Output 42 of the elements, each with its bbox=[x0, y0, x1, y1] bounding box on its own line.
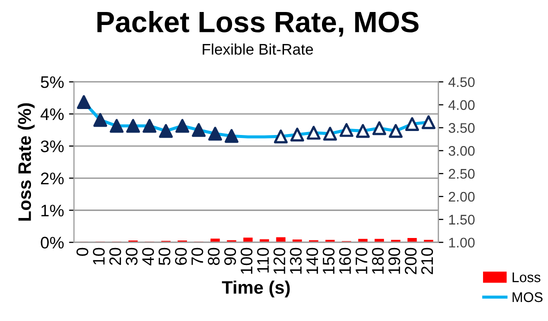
x-tick-label: 120 bbox=[273, 248, 286, 274]
y-tick-label: 2% bbox=[41, 172, 64, 184]
y-tick-label: 1% bbox=[41, 204, 64, 216]
x-tick-label: 20 bbox=[109, 248, 122, 265]
y2-tick-label: 2.00 bbox=[448, 192, 475, 202]
y-axis-title: Loss Rate (%) bbox=[18, 103, 35, 221]
y2-tick-label: 3.50 bbox=[448, 123, 475, 133]
x-tick-label: 40 bbox=[142, 248, 154, 266]
x-tick-label: 200 bbox=[404, 248, 417, 274]
x-tick-label: 110 bbox=[257, 248, 269, 273]
x-tick-label: 140 bbox=[306, 248, 318, 274]
x-tick-label: 50 bbox=[158, 248, 170, 266]
x-tick-label: 210 bbox=[421, 248, 434, 274]
x-tick-label: 80 bbox=[208, 248, 220, 266]
x-tick-label: 150 bbox=[322, 248, 335, 274]
y-tick-label: 0% bbox=[40, 236, 64, 249]
x-tick-label: 100 bbox=[240, 248, 252, 274]
chart-title: Packet Loss Rate, MOS bbox=[97, 10, 419, 37]
y2-tick-label: 2.50 bbox=[448, 168, 475, 179]
y-tick-label: 3% bbox=[40, 140, 64, 152]
x-tick-label: 10 bbox=[92, 248, 105, 264]
y2-tick-label: 3.00 bbox=[448, 146, 475, 156]
x-tick-label: 0 bbox=[76, 248, 88, 256]
x-tick-label: 30 bbox=[126, 248, 138, 266]
x-tick-label: 160 bbox=[339, 248, 351, 274]
y2-tick-label: 1.50 bbox=[449, 214, 475, 225]
y2-tick-label: 4.50 bbox=[448, 77, 475, 88]
chart-subtitle: Flexible Bit-Rate bbox=[202, 44, 313, 55]
y-tick-label: 4% bbox=[40, 108, 64, 120]
y2-tick-label: 1.00 bbox=[449, 238, 475, 248]
x-tick-label: 90 bbox=[224, 248, 236, 265]
x-tick-label: 60 bbox=[174, 248, 187, 265]
x-tick-label: 170 bbox=[356, 248, 368, 274]
y-tick-label: 5% bbox=[40, 76, 64, 88]
legend-label: Loss bbox=[512, 272, 540, 282]
x-tick-label: 70 bbox=[191, 248, 204, 265]
legend-label: MOS bbox=[512, 292, 543, 302]
x-tick-label: 180 bbox=[372, 248, 384, 274]
y2-tick-label: 4.00 bbox=[448, 100, 475, 110]
x-tick-label: 130 bbox=[290, 248, 302, 274]
x-axis-title: Time (s) bbox=[222, 280, 290, 298]
x-tick-label: 190 bbox=[388, 248, 400, 274]
